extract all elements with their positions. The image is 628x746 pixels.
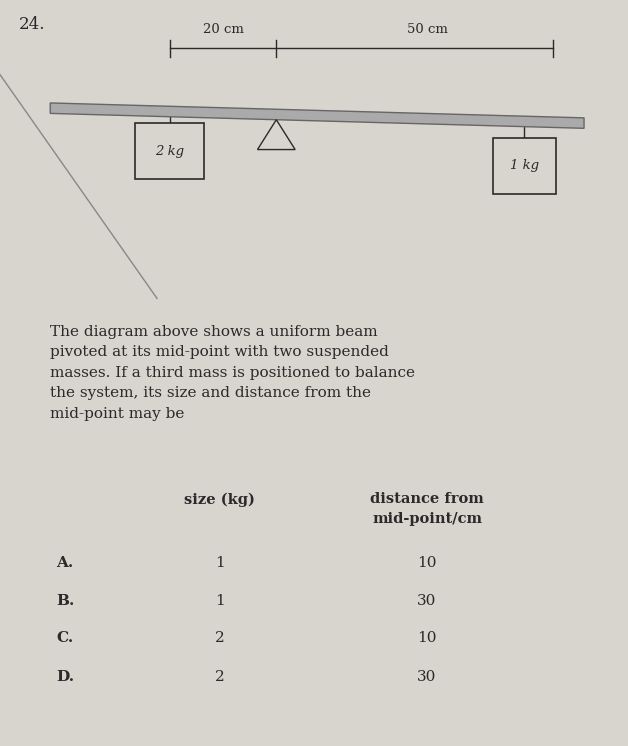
Text: 50 cm: 50 cm <box>406 23 448 36</box>
Polygon shape <box>257 119 295 149</box>
Text: 2: 2 <box>215 671 225 684</box>
Bar <box>135 123 204 179</box>
Text: 10: 10 <box>417 557 437 570</box>
Text: D.: D. <box>57 671 75 684</box>
Text: 30: 30 <box>418 671 436 684</box>
Text: 1: 1 <box>215 594 225 607</box>
Text: C.: C. <box>57 631 73 645</box>
Text: 1: 1 <box>215 557 225 570</box>
Text: B.: B. <box>57 594 75 607</box>
Text: 20 cm: 20 cm <box>202 23 244 36</box>
Text: distance from
mid-point/cm: distance from mid-point/cm <box>370 492 484 526</box>
Text: A.: A. <box>57 557 73 570</box>
Text: 24.: 24. <box>19 16 45 34</box>
Polygon shape <box>50 103 584 128</box>
Text: 2: 2 <box>215 631 225 645</box>
Text: The diagram above shows a uniform beam
pivoted at its mid-point with two suspend: The diagram above shows a uniform beam p… <box>50 325 415 421</box>
Text: 1 kg: 1 kg <box>510 160 539 172</box>
Text: 10: 10 <box>417 631 437 645</box>
Text: size (kg): size (kg) <box>185 492 255 507</box>
Text: 30: 30 <box>418 594 436 607</box>
Text: 2 kg: 2 kg <box>155 145 184 157</box>
Bar <box>493 138 556 194</box>
